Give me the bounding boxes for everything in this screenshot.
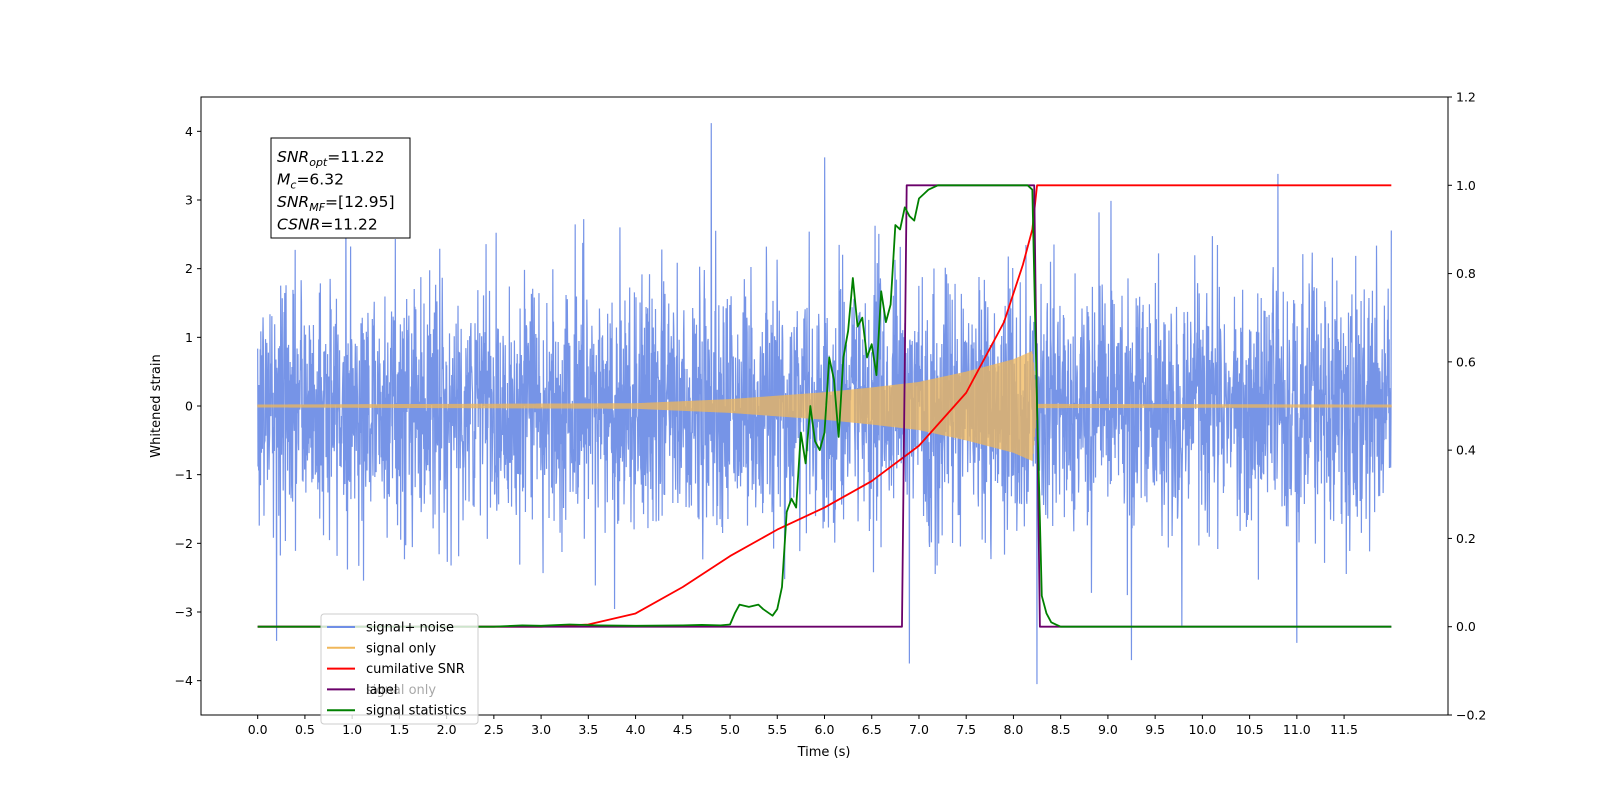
x-tick-label: 3.5	[578, 722, 598, 737]
right-y-tick-label: 1.0	[1456, 178, 1476, 193]
right-y-tick-label: 0.4	[1456, 443, 1476, 458]
legend-label: signal only	[366, 641, 436, 656]
x-tick-label: 7.0	[909, 722, 929, 737]
right-y-tick-label: 0.0	[1456, 619, 1476, 634]
left-y-tick-label: 2	[185, 261, 193, 276]
legend-frame	[320, 613, 479, 725]
annotation-line: SNRopt=11.22	[277, 148, 385, 169]
x-tick-label: 11.5	[1330, 722, 1358, 737]
x-tick-label: 10.5	[1236, 722, 1264, 737]
series-line-signal-noise	[257, 123, 1392, 685]
annotation-frame	[270, 137, 411, 239]
legend: signal only signal+ noise signal only cumil…	[320, 613, 479, 725]
x-tick-label: 7.5	[956, 722, 976, 737]
x-tick-label: 4.0	[626, 722, 646, 737]
annotation-line: SNRMF=[12.95]	[277, 193, 395, 214]
legend-label: signal statistics	[366, 704, 467, 719]
left-y-tick-label: −3	[175, 605, 193, 620]
x-tick-label: 3.0	[531, 722, 551, 737]
x-tick-label: 4.5	[673, 722, 693, 737]
legend-label: signal+ noise	[366, 621, 454, 636]
x-tick-label: 0.5	[295, 722, 315, 737]
x-tick-label: 6.5	[862, 722, 882, 737]
x-tick-label: 9.5	[1145, 722, 1165, 737]
x-tick-label: 6.0	[815, 722, 835, 737]
series-line-signal-only	[257, 351, 1392, 461]
x-axis: 0.0 0.5 1.0 1.5 2.0 2.5 3.0 3.5 4.0 4.5 5.0 5.5 6.0 6…	[248, 715, 1358, 737]
series-layer	[257, 123, 1392, 685]
x-tick-label: 8.5	[1051, 722, 1071, 737]
right-y-tick-label: 1.2	[1456, 90, 1476, 105]
left-y-tick-label: −1	[175, 467, 193, 482]
x-tick-label: 5.5	[767, 722, 787, 737]
x-tick-label: 5.0	[720, 722, 740, 737]
left-y-axis-label: Whitened strain	[149, 354, 164, 457]
left-y-tick-label: 0	[185, 399, 193, 414]
left-y-tick-label: 4	[185, 124, 193, 139]
left-y-tick-label: −2	[175, 536, 193, 551]
left-y-tick-label: 3	[185, 193, 193, 208]
right-y-tick-label: 0.2	[1456, 531, 1476, 546]
x-axis-label: Time (s)	[797, 745, 851, 760]
right-y-tick-label: 0.6	[1456, 354, 1476, 369]
x-tick-label: 10.0	[1188, 722, 1216, 737]
right-y-axis: −0.2 0.0 0.2 0.4 0.6 0.8 1.0 1.2	[1448, 90, 1486, 723]
annotation-line: Mc=6.32	[277, 171, 344, 192]
x-tick-label: 8.0	[1003, 722, 1023, 737]
legend-ghost-label: signal only	[366, 683, 436, 698]
left-y-axis: −4 −3 −2 −1 0 1 2 3 4	[175, 124, 201, 688]
right-y-tick-label: −0.2	[1456, 708, 1486, 723]
x-tick-label: 9.0	[1098, 722, 1118, 737]
x-tick-label: 1.5	[389, 722, 409, 737]
x-tick-label: 0.0	[248, 722, 268, 737]
right-y-tick-label: 0.8	[1456, 266, 1476, 281]
series-line-cumilative-snr	[257, 184, 1392, 628]
left-y-tick-label: 1	[185, 330, 193, 345]
x-tick-label: 1.0	[342, 722, 362, 737]
x-tick-label: 2.5	[484, 722, 504, 737]
legend-label: cumilative SNR	[366, 662, 465, 677]
x-tick-label: 11.0	[1283, 722, 1311, 737]
left-y-tick-label: −4	[175, 673, 193, 688]
legend-label: label	[366, 683, 397, 698]
x-tick-label: 2.0	[437, 722, 457, 737]
annotation-line: CSNR=11.22	[277, 216, 378, 234]
series-line-signal-statistics	[257, 184, 1392, 628]
